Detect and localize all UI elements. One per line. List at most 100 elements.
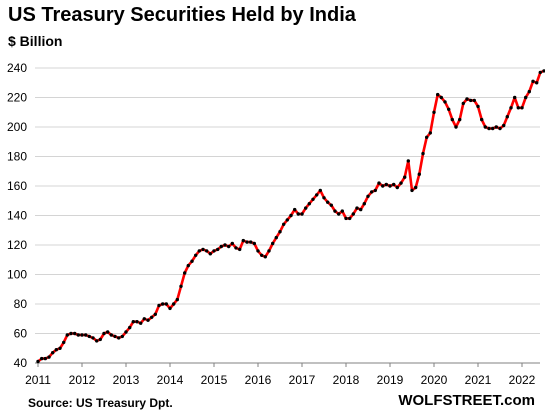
data-point — [373, 188, 377, 193]
data-point — [348, 216, 352, 221]
data-point — [113, 334, 117, 339]
y-tick-label-100: 100 — [7, 268, 27, 282]
data-point — [120, 334, 125, 339]
y-tick-label-60: 60 — [14, 327, 28, 341]
data-point — [197, 249, 201, 253]
data-point — [190, 259, 194, 263]
data-point — [186, 263, 190, 268]
x-tick-label-2016: 2016 — [245, 373, 272, 387]
y-tick-label-180: 180 — [7, 150, 27, 164]
data-point — [142, 317, 146, 321]
data-point — [450, 117, 454, 122]
data-point — [509, 106, 513, 110]
x-tick-label-2022: 2022 — [509, 373, 536, 387]
data-point — [439, 95, 443, 100]
x-tick-label-2020: 2020 — [421, 373, 448, 387]
data-point — [480, 117, 484, 122]
data-point — [80, 333, 84, 337]
chart-title: US Treasury Securities Held by India — [8, 4, 356, 26]
chart-subtitle: $ Billion — [8, 33, 63, 49]
data-point — [124, 330, 128, 334]
data-point — [322, 196, 326, 200]
data-point — [483, 125, 487, 129]
data-point — [260, 253, 264, 257]
data-point — [304, 206, 308, 210]
data-point — [157, 303, 161, 308]
data-point — [384, 182, 388, 187]
data-point — [223, 243, 227, 247]
data-point — [117, 336, 121, 340]
x-tick-label-2014: 2014 — [157, 373, 184, 387]
series — [36, 69, 545, 364]
data-point — [91, 336, 95, 340]
data-point — [36, 359, 40, 364]
data-point — [241, 238, 245, 243]
data-point — [65, 333, 70, 337]
data-point — [410, 188, 414, 193]
data-point — [278, 230, 282, 234]
data-point — [428, 131, 432, 135]
data-point — [102, 331, 106, 336]
data-point — [98, 337, 103, 342]
data-point — [62, 340, 66, 345]
data-point — [337, 212, 341, 216]
x-tick-label-2013: 2013 — [113, 373, 140, 387]
y-tick-label-140: 140 — [7, 209, 27, 223]
data-point — [219, 244, 223, 249]
data-point — [498, 126, 502, 131]
data-point — [271, 241, 275, 246]
data-point — [491, 126, 495, 131]
data-point — [527, 89, 531, 94]
data-point — [476, 104, 480, 109]
data-point — [458, 117, 462, 122]
data-point — [69, 331, 73, 336]
data-point — [538, 70, 542, 75]
data-point — [267, 249, 271, 253]
data-point — [315, 193, 319, 197]
data-point — [73, 331, 77, 336]
data-point — [87, 334, 92, 339]
data-point — [135, 320, 139, 324]
x-tick-label-2018: 2018 — [333, 373, 360, 387]
data-point — [406, 159, 410, 163]
data-point — [311, 197, 315, 201]
data-point — [146, 318, 150, 322]
data-point — [516, 106, 520, 110]
data-point — [252, 241, 256, 246]
data-point — [164, 302, 168, 306]
data-point — [216, 247, 220, 252]
y-tick-label-40: 40 — [14, 356, 28, 370]
data-point — [106, 330, 110, 334]
y-tick-label-120: 120 — [7, 238, 27, 252]
data-point — [329, 203, 333, 207]
data-point — [54, 348, 58, 352]
data-point — [234, 246, 238, 250]
data-point — [282, 222, 286, 226]
data-point — [447, 107, 451, 112]
data-point — [403, 175, 407, 179]
data-point — [150, 315, 154, 319]
data-point — [351, 212, 355, 216]
data-point — [443, 100, 447, 104]
data-point — [494, 125, 498, 129]
data-point — [392, 182, 396, 187]
x-axis: 2011 2012 2013 2014 2015 2016 2017 2018 2019 2020… — [25, 362, 540, 387]
data-point — [238, 247, 242, 252]
data-point — [417, 172, 421, 176]
x-tick-label-2021: 2021 — [465, 373, 492, 387]
data-point — [109, 333, 114, 337]
data-point — [128, 325, 132, 330]
data-point — [227, 244, 231, 249]
data-point — [535, 81, 539, 85]
data-point — [153, 312, 157, 316]
data-point — [245, 240, 249, 244]
data-point — [183, 271, 187, 275]
data-point — [421, 151, 425, 156]
data-point — [318, 188, 322, 193]
data-point — [531, 79, 535, 84]
data-point — [43, 356, 47, 361]
data-point — [76, 333, 81, 337]
data-point — [381, 184, 385, 188]
data-point — [454, 125, 458, 129]
data-point — [472, 98, 476, 103]
